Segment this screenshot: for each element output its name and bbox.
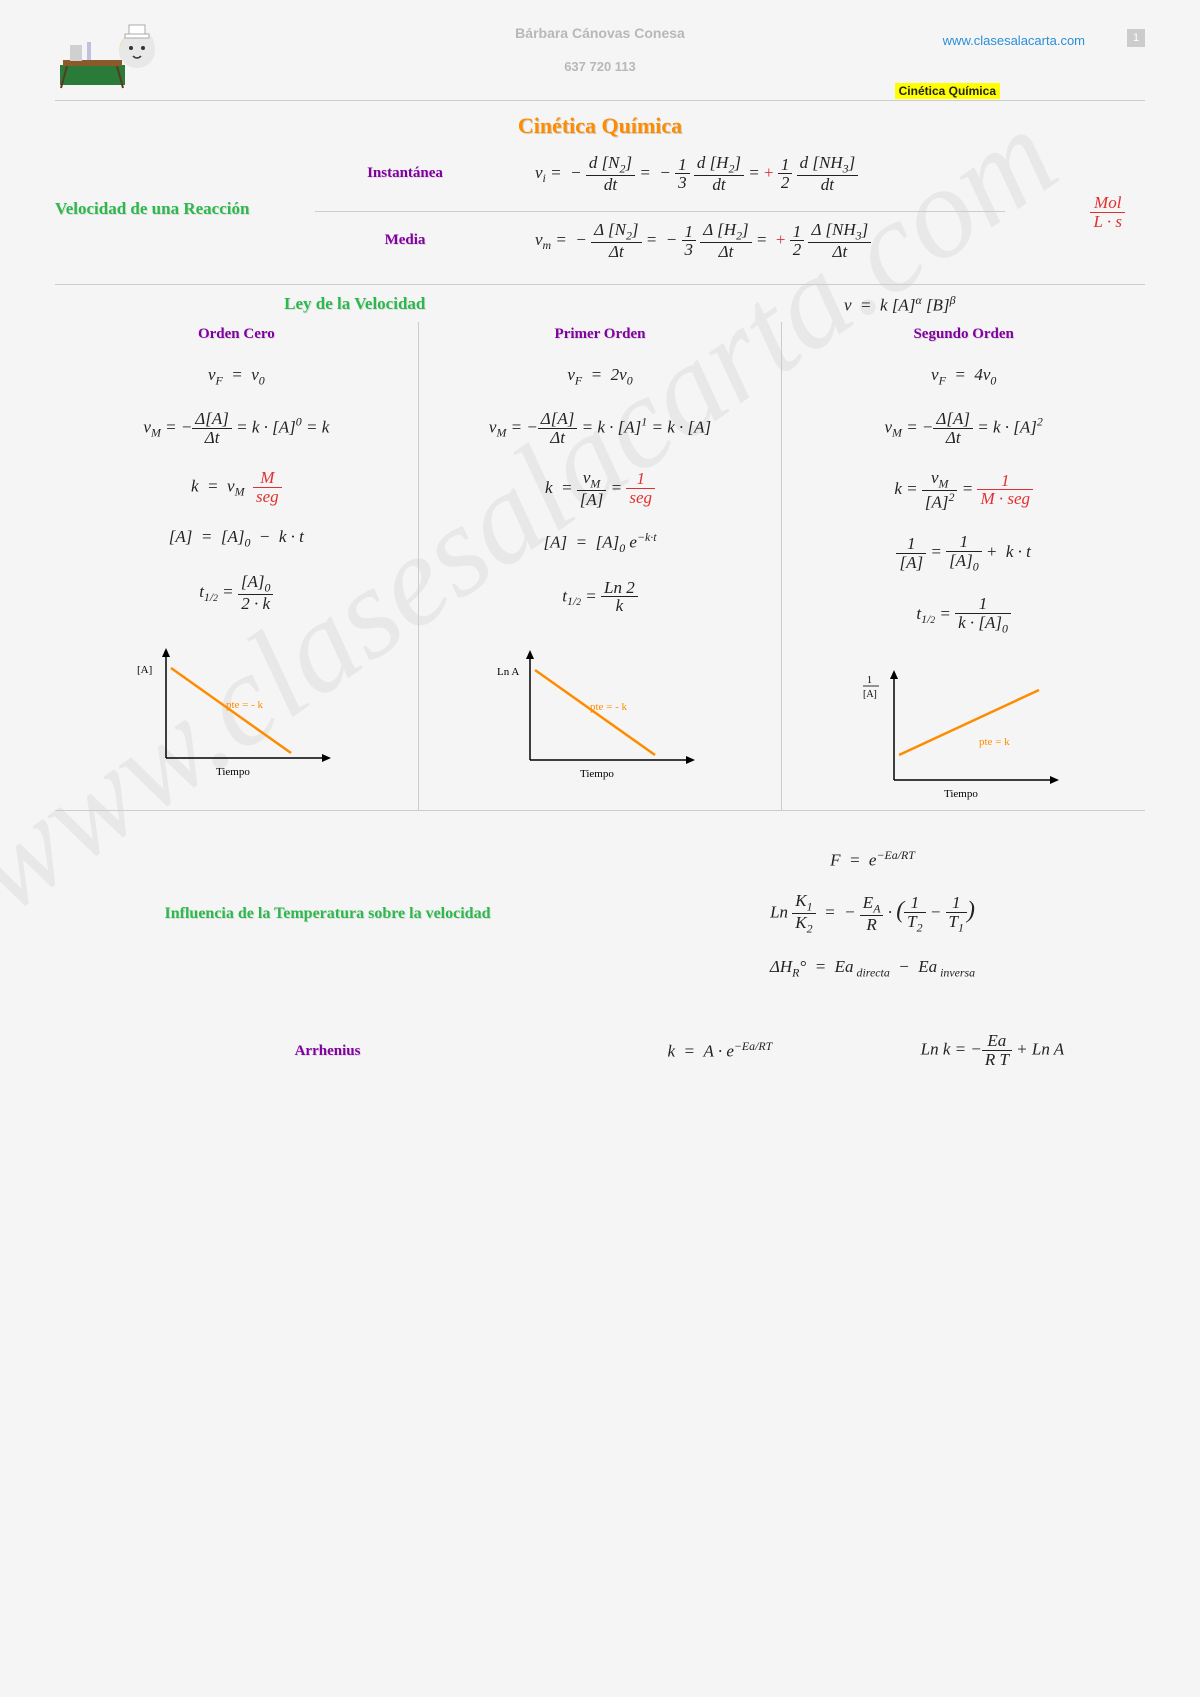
eq-ln-ratio: Ln K1K2 = − EAR · (1T2 − 1T1) (600, 892, 1145, 935)
svg-text:pte = k: pte = k (979, 736, 1010, 748)
eq-first-vm: vM = −Δ[A]Δt = k · [A]1 = k · [A] (427, 410, 774, 447)
eq-delta-h: ΔHR° = Ea directa − Ea inversa (600, 957, 1145, 980)
svg-text:pte = - k: pte = - k (226, 699, 264, 711)
law-title: Ley de la Velocidad (55, 294, 655, 314)
temperature-section: Influencia de la Temperatura sobre la ve… (55, 810, 1145, 1070)
eq-second-vf: vF = 4v0 (790, 365, 1137, 388)
page-header: Bárbara Cánovas Conesa 637 720 113 www.c… (55, 25, 1145, 101)
order-first-title: Primer Orden (427, 326, 774, 343)
eq-zero-thalf: t1/2 = [A]02 · k (63, 573, 410, 613)
law-section: Ley de la Velocidad v = k [A]α [B]β Orde… (55, 284, 1145, 810)
svg-text:[A]: [A] (137, 664, 152, 676)
eq-arrhenius-ln: Ln k = −EaR T + Ln A (840, 1032, 1145, 1069)
eq-zero-a: [A] = [A]0 − k · t (63, 527, 410, 550)
website-link[interactable]: www.clasesalacarta.com (943, 33, 1085, 48)
eq-first-a: [A] = [A]0 e−k·t (427, 530, 774, 556)
eq-second-a: 1[A] = 1[A]0 + k · t (790, 533, 1137, 573)
eq-first-vf: vF = 2v0 (427, 365, 774, 388)
eq-first-thalf: t1/2 = Ln 2k (427, 579, 774, 616)
eq-zero-k: k = vM Mseg (63, 469, 410, 506)
main-title: Cinética Química (55, 113, 1145, 139)
law-general-equation: v = k [A]α [B]β (655, 293, 1146, 316)
eq-second-thalf: t1/2 = 1k · [A]0 (790, 595, 1137, 635)
svg-text:Tiempo: Tiempo (216, 766, 250, 778)
eq-zero-vf: vF = v0 (63, 365, 410, 388)
eq-first-k: k = vM[A] = 1seg (427, 469, 774, 509)
svg-text:Tiempo: Tiempo (944, 788, 978, 800)
eq-arrhenius: k = A · e−Ea/RT (600, 1039, 840, 1062)
page-number: 1 (1127, 29, 1145, 47)
eq-factor: F = e−Ea/RT (600, 848, 1145, 871)
eq-second-k: k = vM[A]2 = 1M · seg (790, 469, 1137, 511)
velocity-instant-equation: vi = − d [N2]dt = − 13 d [H2]dt = + 12 d… (505, 154, 1005, 194)
order-second-title: Segundo Orden (790, 326, 1137, 343)
velocity-unit: MolL · s (1090, 194, 1125, 231)
plot-first-order: Ln A pte = - k Tiempo (495, 645, 705, 785)
svg-text:Tiempo: Tiempo (580, 768, 614, 780)
plot-zero-order: [A] pte = - k Tiempo (131, 643, 341, 783)
order-zero-column: Orden Cero vF = v0 vM = −Δ[A]Δt = k · [A… (55, 322, 418, 810)
velocity-title: Velocidad de una Reacción (55, 199, 249, 219)
media-label: Media (305, 232, 505, 249)
eq-zero-vm: vM = −Δ[A]Δt = k · [A]0 = k (63, 410, 410, 447)
svg-text:Ln A: Ln A (497, 666, 519, 678)
order-zero-title: Orden Cero (63, 326, 410, 343)
svg-text:[A]: [A] (863, 689, 877, 700)
order-first-column: Primer Orden vF = 2v0 vM = −Δ[A]Δt = k ·… (418, 322, 783, 810)
phone-number: 637 720 113 (55, 59, 1145, 74)
eq-second-vm: vM = −Δ[A]Δt = k · [A]2 (790, 410, 1137, 447)
order-second-column: Segundo Orden vF = 4v0 vM = −Δ[A]Δt = k … (782, 322, 1145, 810)
arrhenius-label: Arrhenius (295, 1043, 361, 1059)
subject-badge: Cinética Química (895, 83, 1000, 99)
plot-second-order: 1 [A] pte = k Tiempo (859, 665, 1069, 805)
svg-text:pte = - k: pte = - k (590, 701, 628, 713)
temperature-title: Influencia de la Temperatura sobre la ve… (165, 905, 491, 923)
instantanea-label: Instantánea (305, 165, 505, 182)
velocity-section: Velocidad de una Reacción Instantánea vi… (55, 149, 1145, 284)
svg-text:1: 1 (867, 675, 872, 686)
velocity-media-equation: vm = − Δ [N2]Δt = − 13 Δ [H2]Δt = + 12 Δ… (505, 221, 1005, 261)
